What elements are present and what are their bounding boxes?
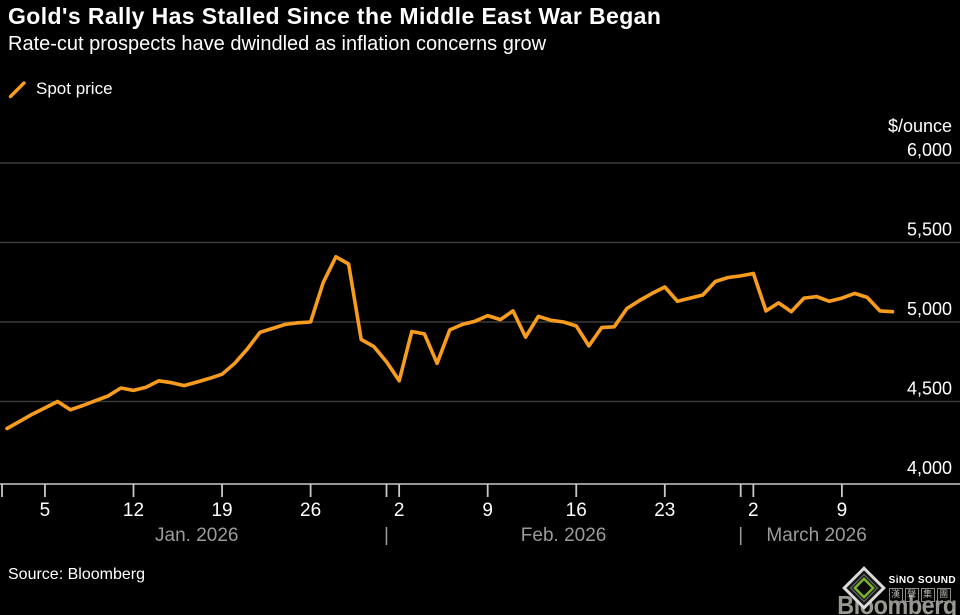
watermark-chinese-char: 集 (920, 587, 935, 602)
month-label: Feb. 2026 (521, 525, 607, 546)
legend-line-icon (8, 80, 26, 98)
x-axis-tick-label: 12 (123, 500, 144, 521)
x-axis-tick-label: 23 (654, 500, 675, 521)
sino-sound-watermark: SiNO SOUND 漢聲集團 (841, 566, 956, 610)
legend: Spot price (8, 79, 113, 99)
x-axis-tick-label: 9 (482, 500, 493, 521)
y-axis-tick-label: 4,000 (907, 458, 952, 478)
x-axis-tick-label: 2 (748, 500, 759, 521)
y-axis-tick-label: 5,000 (907, 299, 952, 319)
x-axis-tick-label: 16 (566, 500, 587, 521)
y-axis-tick-label: 5,500 (907, 220, 952, 240)
spot-price-line (5, 254, 895, 431)
y-axis-tick-label: 6,000 (907, 140, 952, 160)
x-axis-tick-label: 26 (300, 500, 321, 521)
x-axis-tick-label: 5 (40, 500, 51, 521)
legend-label: Spot price (36, 79, 113, 98)
chart-title: Gold's Rally Has Stalled Since the Middl… (8, 3, 662, 29)
watermark-brand: SiNO SOUND (888, 574, 956, 586)
sino-sound-logo-icon (841, 566, 886, 610)
source-text: Source: Bloomberg (8, 566, 145, 583)
month-separator: | (738, 525, 743, 546)
x-axis-tick-label: 19 (211, 500, 232, 521)
month-label: Jan. 2026 (155, 525, 238, 546)
watermark-chinese-char: 聲 (904, 587, 919, 602)
watermark-chinese-char: 團 (936, 587, 951, 602)
x-axis-tick-label: 9 (837, 500, 848, 521)
y-axis-tick-label: 4,500 (907, 379, 952, 399)
month-label: March 2026 (766, 525, 866, 546)
watermark-chinese: 漢聲集團 (888, 587, 956, 602)
watermark-chinese-char: 漢 (888, 587, 903, 602)
y-axis-unit-label: $/ounce (888, 116, 952, 136)
month-separator: | (384, 525, 389, 546)
chart-subtitle: Rate-cut prospects have dwindled as infl… (8, 33, 547, 55)
x-axis-tick-label: 2 (394, 500, 405, 521)
